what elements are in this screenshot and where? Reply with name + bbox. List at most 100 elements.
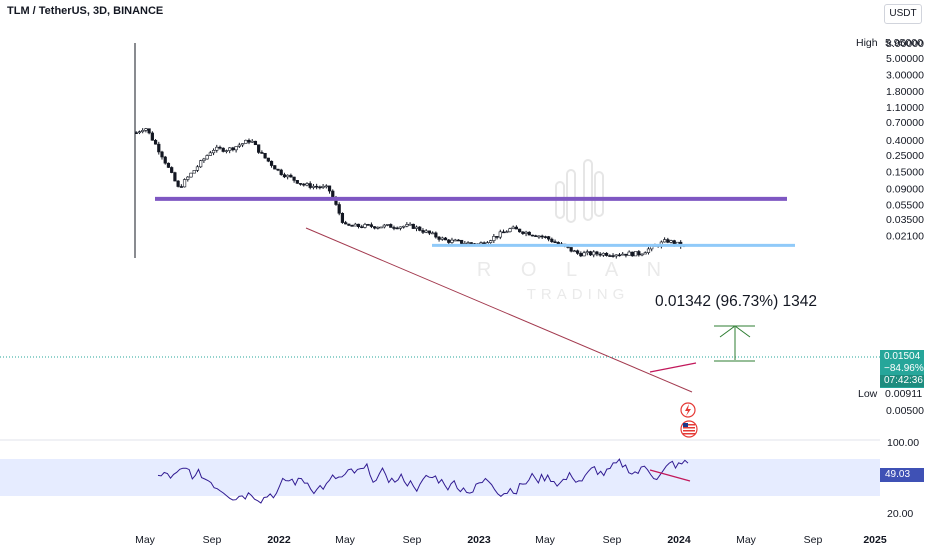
- candle: [521, 231, 525, 235]
- candle-body: [492, 236, 496, 241]
- candle-body: [305, 183, 309, 186]
- candle-body: [318, 186, 322, 189]
- y-tick-label: 0.00500: [886, 405, 924, 417]
- candle-body: [286, 174, 290, 178]
- candle: [498, 229, 502, 240]
- candle: [202, 157, 206, 163]
- candle: [195, 165, 200, 173]
- candle-body: [192, 170, 196, 174]
- candle: [292, 176, 296, 183]
- candle: [582, 250, 586, 257]
- candle-body: [427, 230, 432, 234]
- candle: [511, 225, 515, 230]
- candle: [547, 235, 551, 242]
- candle: [160, 150, 164, 160]
- candle: [524, 230, 528, 237]
- candle-body: [521, 231, 525, 234]
- candle: [630, 251, 634, 257]
- candle-body: [643, 252, 647, 255]
- x-tick-label: 2023: [467, 534, 491, 546]
- candle-body: [260, 152, 264, 154]
- watermark-candle: [594, 171, 604, 217]
- y-tick-label: 0.70000: [886, 117, 924, 129]
- candle-body: [363, 224, 367, 228]
- candle-body: [340, 212, 345, 223]
- candle-body: [315, 185, 319, 188]
- rsi-value-tag: 49.03: [880, 468, 924, 482]
- candle: [247, 138, 251, 145]
- candle-body: [421, 230, 425, 233]
- support-level: [432, 243, 795, 247]
- candle: [224, 149, 229, 154]
- y-tick-label: 0.09000: [886, 183, 924, 195]
- candle-body: [572, 250, 576, 253]
- candle: [276, 168, 280, 172]
- rsi-line: [157, 458, 689, 504]
- candle-body: [576, 250, 580, 254]
- candle-body: [614, 254, 618, 257]
- candle: [643, 251, 647, 255]
- candle-body: [434, 232, 438, 238]
- candle: [269, 160, 274, 168]
- candle-body: [373, 226, 377, 229]
- candle: [508, 227, 512, 233]
- candle: [534, 234, 538, 237]
- rsi-band: [0, 459, 880, 496]
- rsi-tick-label: 100.00: [887, 437, 919, 449]
- candle-body: [353, 223, 357, 227]
- candle: [385, 224, 390, 227]
- candle-body: [308, 183, 312, 188]
- candle-body: [144, 128, 148, 131]
- candle: [170, 166, 174, 174]
- us-flag-icon-stripe: [683, 424, 695, 426]
- candle: [295, 180, 299, 184]
- us-flag-icon-canton: [683, 423, 688, 427]
- candle-body: [611, 255, 615, 257]
- candle: [437, 236, 441, 242]
- candle: [176, 180, 180, 188]
- candle-body: [450, 239, 454, 243]
- candle-body: [295, 180, 299, 184]
- candle-body: [337, 204, 341, 214]
- candle: [157, 141, 161, 155]
- candle: [550, 237, 554, 243]
- candle: [315, 183, 319, 190]
- low-value: 0.00911: [885, 388, 923, 400]
- candle-body: [424, 230, 428, 233]
- candle: [640, 253, 644, 257]
- candle-body: [662, 239, 667, 243]
- candle: [340, 212, 345, 224]
- candle-body: [173, 172, 177, 182]
- x-tick-label: May: [535, 534, 556, 546]
- candle: [311, 183, 316, 190]
- currency-button[interactable]: USDT: [884, 4, 922, 24]
- candle-body: [247, 139, 251, 143]
- candle-body: [624, 253, 628, 256]
- candle-body: [150, 132, 154, 141]
- candle: [611, 253, 615, 258]
- candle-body: [163, 156, 167, 164]
- candle-body: [228, 147, 232, 151]
- candle-body: [646, 248, 651, 253]
- candle-body: [269, 160, 274, 166]
- candle: [182, 178, 187, 188]
- candle-body: [195, 166, 200, 171]
- rsi-tick-label: 20.00: [887, 508, 913, 520]
- candle: [166, 162, 171, 168]
- y-tick-label: 1.10000: [886, 102, 924, 114]
- candle: [163, 155, 167, 165]
- candle: [324, 184, 328, 189]
- us-flag-icon: [680, 420, 698, 438]
- candle: [257, 144, 261, 154]
- candle-body: [273, 165, 277, 170]
- x-tick-label: 2024: [667, 534, 691, 546]
- candle-body: [257, 144, 261, 153]
- candle: [186, 176, 190, 182]
- candle-body: [405, 224, 409, 227]
- x-tick-label: May: [736, 534, 757, 546]
- candle: [411, 223, 415, 229]
- candle: [327, 185, 332, 194]
- candle: [250, 139, 254, 143]
- candle-body: [595, 251, 599, 255]
